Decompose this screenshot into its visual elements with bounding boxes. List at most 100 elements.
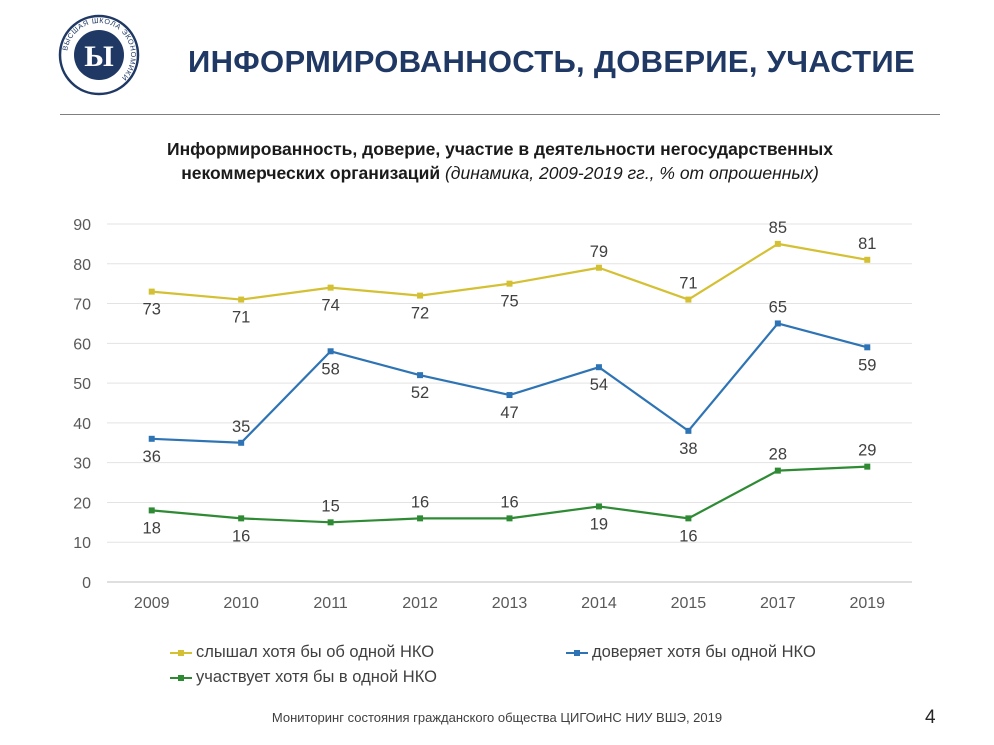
data-point — [864, 256, 871, 263]
data-label: 16 — [232, 527, 250, 545]
page-number: 4 — [925, 707, 936, 728]
data-label: 38 — [679, 440, 697, 458]
x-tick-label: 2010 — [223, 595, 259, 612]
data-label: 72 — [411, 305, 429, 323]
data-point — [595, 264, 602, 271]
data-point — [238, 439, 245, 446]
legend-item-participate: участвует хотя бы в одной НКО — [170, 668, 437, 687]
data-point — [774, 320, 781, 327]
data-point — [327, 519, 334, 526]
y-tick-label: 40 — [73, 416, 91, 433]
x-tick-label: 2013 — [492, 595, 528, 612]
data-label: 16 — [679, 527, 697, 545]
data-label: 28 — [769, 446, 787, 464]
legend-swatch-trust — [566, 648, 588, 658]
legend-item-heard: слышал хотя бы об одной НКО — [170, 643, 434, 662]
y-tick-label: 70 — [73, 297, 91, 314]
data-point — [685, 427, 692, 434]
data-label: 19 — [590, 515, 608, 533]
y-tick-label: 10 — [73, 535, 91, 552]
data-label: 16 — [411, 493, 429, 511]
y-tick-label: 20 — [73, 495, 91, 512]
chart-title: Информированность, доверие, участие в де… — [60, 137, 940, 185]
data-label: 16 — [500, 493, 518, 511]
y-tick-label: 90 — [73, 217, 91, 234]
series-line-heard — [151, 242, 868, 301]
data-point — [417, 515, 424, 522]
data-label: 79 — [590, 243, 608, 261]
legend-label-trust: доверяет хотя бы одной НКО — [592, 643, 816, 661]
hse-logo: ВЫСШАЯ ШКОЛА ЭКОНОМИКИ Ы — [58, 14, 140, 96]
chart-subtitle: (динамика, 2009-2019 гг., % от опрошенны… — [440, 163, 819, 183]
data-point — [417, 292, 424, 299]
y-tick-label: 0 — [82, 575, 91, 592]
x-tick-label: 2011 — [313, 595, 348, 612]
legend-item-trust: доверяет хотя бы одной НКО — [566, 643, 816, 662]
data-label: 15 — [321, 497, 339, 515]
data-label: 47 — [500, 404, 518, 422]
data-point — [417, 372, 424, 379]
data-point — [685, 296, 692, 303]
data-label: 35 — [232, 418, 250, 436]
data-label: 18 — [143, 519, 161, 537]
chart-title-line2: некоммерческих организаций — [181, 163, 441, 183]
data-point — [327, 348, 334, 355]
title-divider — [60, 114, 940, 115]
x-tick-label: 2019 — [849, 595, 885, 612]
legend-label-participate: участвует хотя бы в одной НКО — [196, 668, 437, 686]
data-label: 75 — [500, 293, 518, 311]
data-point — [864, 344, 871, 351]
data-point — [774, 467, 781, 474]
data-point — [685, 515, 692, 522]
data-point — [506, 392, 513, 399]
chart-title-line1: Информированность, доверие, участие в де… — [167, 139, 833, 159]
footer-source: Мониторинг состояния гражданского общест… — [271, 710, 723, 725]
y-tick-label: 50 — [73, 376, 91, 393]
x-tick-label: 2017 — [760, 595, 796, 612]
data-point — [148, 288, 155, 295]
slide-title: ИНФОРМИРОВАННОСТЬ, ДОВЕРИЕ, УЧАСТИЕ — [188, 44, 915, 79]
data-point — [595, 364, 602, 371]
data-label: 36 — [143, 448, 161, 466]
data-label: 85 — [769, 219, 787, 237]
data-point — [148, 435, 155, 442]
legend-swatch-participate — [170, 673, 192, 683]
x-tick-label: 2014 — [581, 595, 617, 612]
data-point — [506, 280, 513, 287]
chart-legend: слышал хотя бы об одной НКО доверяет хот… — [170, 643, 890, 693]
data-point — [238, 296, 245, 303]
data-label: 65 — [769, 298, 787, 316]
y-tick-label: 80 — [73, 257, 91, 274]
data-point — [774, 240, 781, 247]
data-label: 71 — [679, 275, 697, 293]
x-tick-label: 2015 — [671, 595, 707, 612]
data-label: 29 — [858, 442, 876, 460]
chart-series — [148, 240, 871, 526]
data-label: 81 — [858, 235, 876, 253]
data-point — [148, 507, 155, 514]
y-tick-label: 60 — [73, 336, 91, 353]
data-label: 54 — [590, 376, 608, 394]
data-point — [595, 503, 602, 510]
data-point — [238, 515, 245, 522]
svg-text:Ы: Ы — [84, 40, 113, 73]
x-tick-label: 2012 — [402, 595, 438, 612]
data-label: 74 — [321, 297, 339, 315]
data-point — [506, 515, 513, 522]
legend-label-heard: слышал хотя бы об одной НКО — [196, 643, 435, 661]
chart-gridlines — [107, 223, 912, 583]
legend-swatch-heard — [170, 648, 192, 658]
x-tick-label: 2009 — [134, 595, 170, 612]
y-axis: 0 10 20 30 40 50 60 70 80 90 — [73, 217, 91, 592]
data-point — [864, 463, 871, 470]
data-point — [327, 284, 334, 291]
data-label: 52 — [411, 384, 429, 402]
x-axis: 2009 2010 2011 2012 2013 2014 2015 2017 2019 — [134, 595, 885, 612]
data-label: 71 — [232, 309, 250, 327]
y-tick-label: 30 — [73, 456, 91, 473]
data-label: 58 — [321, 360, 339, 378]
data-label: 59 — [858, 356, 876, 374]
hse-logo-icon: ВЫСШАЯ ШКОЛА ЭКОНОМИКИ Ы — [58, 14, 140, 96]
chart-data-labels: 73 71 74 72 75 79 71 85 81 36 35 58 52 47 54 38 65 59 18 16… — [143, 219, 877, 545]
